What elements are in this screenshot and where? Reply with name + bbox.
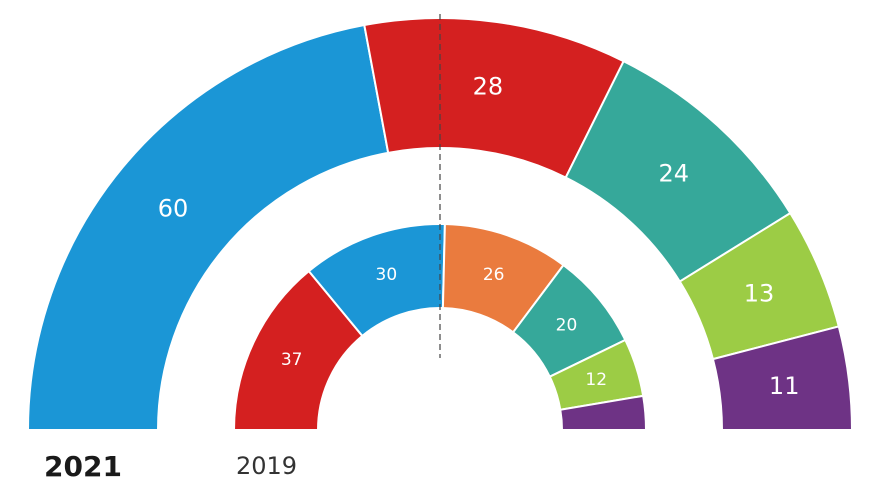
seat-label-2021-4: 13 bbox=[744, 280, 775, 308]
seat-label-2019-3: 26 bbox=[483, 265, 505, 285]
seat-label-2019-1: 37 bbox=[281, 350, 303, 370]
seat-label-2021-3: 24 bbox=[658, 160, 689, 188]
seat-label-2021-2: 28 bbox=[473, 72, 504, 100]
seat-label-2021-5: 11 bbox=[769, 372, 800, 400]
seat-segment-2019-6 bbox=[559, 394, 648, 431]
seat-label-2019-4: 20 bbox=[556, 316, 578, 336]
seat-segment-2021-1 bbox=[26, 23, 390, 431]
seat-segment-2021-5 bbox=[711, 325, 854, 431]
seat-label-2019-5: 12 bbox=[585, 370, 607, 390]
seat-label-2021-1: 60 bbox=[158, 194, 189, 222]
seat-label-2019-2: 30 bbox=[376, 265, 398, 285]
year-2021-label: 2021 bbox=[44, 450, 122, 483]
year-2019-label: 2019 bbox=[236, 452, 298, 480]
